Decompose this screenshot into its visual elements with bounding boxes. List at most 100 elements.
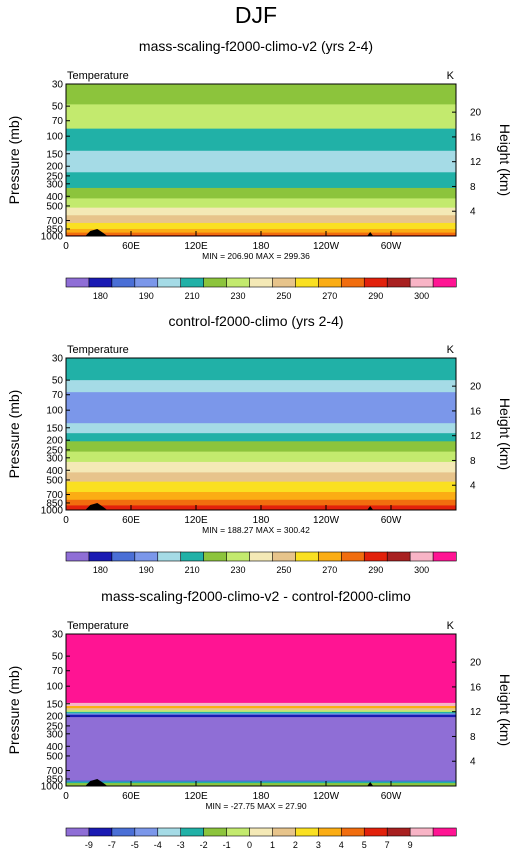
contour-band	[66, 481, 456, 493]
contour-band	[66, 172, 456, 189]
colorbar-swatch	[249, 277, 274, 288]
x-axis: 0 60E 120E 180 120W 60W	[63, 505, 402, 526]
topography-mask	[367, 506, 374, 510]
contour-band	[66, 713, 456, 716]
x-tick-label: 120W	[313, 241, 340, 252]
contour-bands	[66, 84, 456, 237]
colorbar-label: 290	[368, 291, 383, 301]
colorbar-swatch	[65, 277, 90, 288]
contour-band	[66, 499, 456, 506]
colorbar-label: 270	[322, 291, 337, 301]
y-tick-label-right: 8	[470, 456, 476, 467]
colorbar-swatch	[272, 551, 297, 562]
y-tick-label: 100	[46, 682, 63, 693]
contour-band	[66, 472, 456, 483]
y-tick-label: 50	[52, 652, 64, 663]
contour-band	[66, 104, 456, 130]
y-tick-label: 1000	[41, 782, 64, 793]
y-tick-label-right: 12	[470, 157, 482, 168]
colorbar-label: 250	[276, 291, 291, 301]
y-axis-title-right: Height (km)	[497, 674, 512, 746]
y-axis-title: Pressure (mb)	[6, 116, 22, 205]
colorbar-label: 290	[368, 565, 383, 575]
x-tick-label: 0	[63, 241, 69, 252]
x-tick-label: 120E	[184, 791, 208, 802]
colorbar-swatch	[272, 827, 297, 837]
colorbar-label: 250	[276, 565, 291, 575]
contour-band	[66, 207, 456, 216]
contour-band	[66, 702, 456, 707]
y-tick-label: 300	[46, 453, 63, 464]
y-tick-label: 850	[46, 224, 63, 235]
y-tick-label-right: 8	[470, 182, 476, 193]
colorbar-swatch	[363, 827, 388, 837]
colorbar-swatch	[295, 551, 319, 562]
colorbar-label: -9	[85, 840, 93, 850]
contour-band	[66, 222, 456, 230]
min-max-stats: MIN = -27.75 MAX = 27.90	[205, 801, 306, 811]
y-tick-label: 50	[52, 376, 64, 387]
contour-band	[66, 461, 456, 473]
colorbar-swatch	[363, 551, 388, 562]
contour-band	[66, 187, 456, 199]
y-tick-label: 70	[52, 116, 64, 127]
colorbar-label: -3	[177, 840, 185, 850]
colorbar-swatch	[111, 551, 136, 562]
colorbar-label: 190	[139, 565, 154, 575]
contour-band	[66, 451, 456, 463]
chart-title: mass-scaling-f2000-climo-v2 - control-f2…	[101, 588, 411, 604]
colorbar-swatch	[340, 551, 365, 562]
colorbar-swatch	[180, 551, 205, 562]
colorbar-swatch	[295, 277, 319, 288]
colorbar-swatch	[88, 551, 113, 562]
chart-panel-1: mass-scaling-f2000-climo-v2 (yrs 2-4) Tem…	[6, 38, 512, 301]
colorbar-label: 1	[270, 840, 275, 850]
x-tick-label: 60E	[122, 241, 140, 252]
contour-band	[66, 708, 456, 711]
contour-band	[66, 423, 456, 434]
y-axis-title-right: Height (km)	[497, 398, 512, 470]
chart-title: control-f2000-climo (yrs 2-4)	[168, 313, 343, 329]
y-axis-right: 20 16 12 8 4	[452, 108, 482, 218]
y-tick-label: 1000	[41, 232, 64, 243]
y-tick-label: 50	[52, 102, 64, 113]
colorbar-swatch	[249, 827, 274, 837]
y-axis-right: 20 16 12 8 4	[452, 382, 482, 492]
colorbar-label: 4	[339, 840, 344, 850]
colorbar-swatch	[432, 551, 457, 562]
colorbar-swatch	[65, 551, 90, 562]
chart-panel-3: mass-scaling-f2000-climo-v2 - control-f2…	[6, 588, 512, 850]
y-tick-label: 30	[52, 80, 64, 91]
y-tick-label: 70	[52, 390, 64, 401]
y-tick-label: 100	[46, 132, 63, 143]
colorbar-swatch	[226, 827, 251, 837]
min-max-stats: MIN = 188.27 MAX = 300.42	[202, 525, 310, 535]
colorbar-swatch	[134, 551, 159, 562]
y-axis-right: 20 16 12 8 4	[452, 658, 482, 768]
contour-band	[66, 228, 456, 234]
colorbar-label: 9	[408, 840, 413, 850]
contour-band	[66, 392, 456, 424]
y-tick-label-right: 20	[470, 658, 482, 669]
contour-bands	[66, 634, 456, 787]
units-label: K	[447, 620, 455, 632]
colorbar-swatch	[134, 827, 159, 837]
contour-band	[66, 150, 456, 173]
colorbar-swatch	[88, 827, 113, 837]
colorbar: -9 -7 -5 -4 -3 -2 -1 0 1 2 3 4 5 7 9	[65, 827, 457, 850]
y-tick-label: 300	[46, 179, 63, 190]
x-tick-label: 120E	[184, 241, 208, 252]
colorbar-swatch	[203, 551, 228, 562]
y-tick-label: 850	[46, 498, 63, 509]
contour-band	[66, 711, 456, 714]
colorbar-swatch	[386, 277, 411, 288]
x-axis: 0 60E 120E 180 120W 60W	[63, 231, 402, 252]
topography-mask	[85, 503, 108, 510]
y-tick-label: 100	[46, 406, 63, 417]
contour-band	[66, 441, 456, 453]
contour-band	[66, 128, 456, 152]
